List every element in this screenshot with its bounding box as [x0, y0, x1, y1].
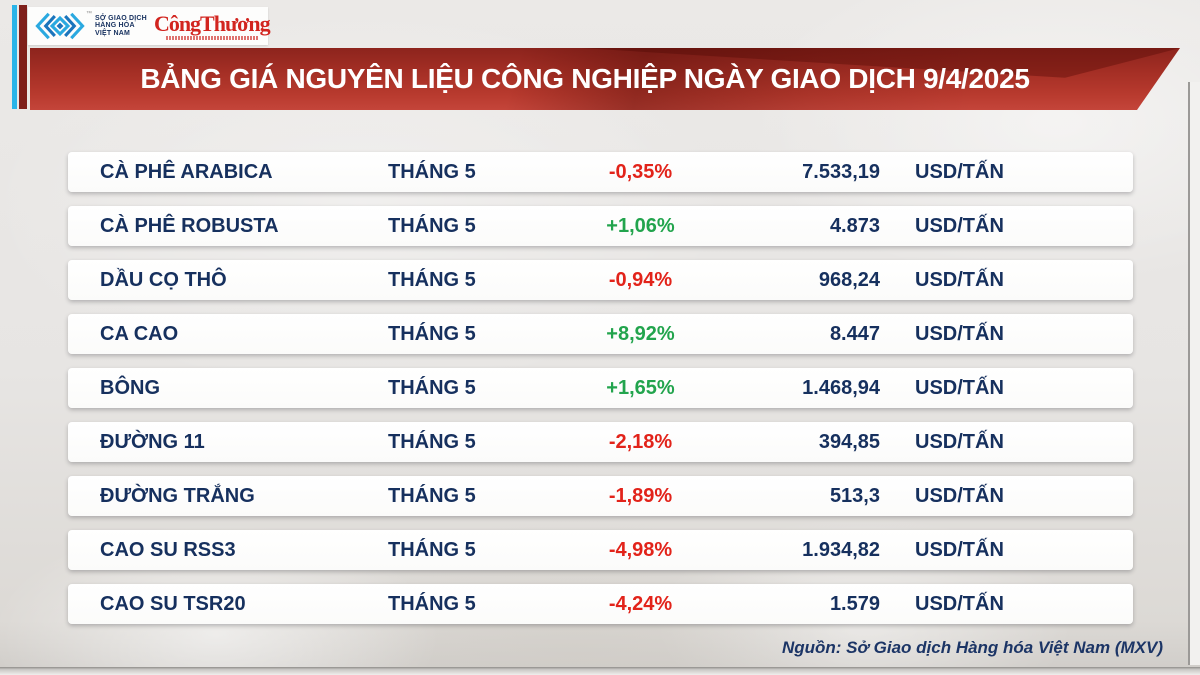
percent-change: -4,98% [608, 538, 673, 561]
commodity-name: CAO SU TSR20 [100, 592, 246, 615]
table-row: CAO SU RSS3 THÁNG 5 -4,98% 1.934,82 USD/… [68, 530, 1133, 570]
percent-change: +8,92% [606, 322, 675, 345]
accent-bar-cyan [12, 5, 17, 109]
commodity-name: CÀ PHÊ ROBUSTA [100, 214, 279, 237]
price-value: 394,85 [818, 430, 880, 453]
page-title: BẢNG GIÁ NGUYÊN LIỆU CÔNG NGHIỆP NGÀY GI… [140, 63, 1030, 94]
percent-change: -1,89% [608, 484, 673, 507]
mxv-logo-icon [35, 12, 85, 40]
price-value: 1.579 [829, 592, 880, 615]
mxv-org-line: HÀNG HÓA [95, 22, 135, 30]
contract-month: THÁNG 5 [388, 322, 476, 345]
congthuong-logo: CôngThương [153, 10, 271, 40]
percent-change: -2,18% [608, 430, 673, 453]
price-unit: USD/TẤN [915, 592, 1004, 615]
price-value: 513,3 [829, 484, 880, 507]
table-row: BÔNG THÁNG 5 +1,65% 1.468,94 USD/TẤN [68, 368, 1133, 408]
price-table: CÀ PHÊ ARABICA THÁNG 5 -0,35% 7.533,19 U… [68, 152, 1133, 624]
price-unit: USD/TẤN [915, 376, 1004, 399]
price-unit: USD/TẤN [915, 484, 1004, 507]
table-row: ĐƯỜNG 11 THÁNG 5 -2,18% 394,85 USD/TẤN [68, 422, 1133, 462]
contract-month: THÁNG 5 [388, 160, 476, 183]
contract-month: THÁNG 5 [388, 484, 476, 507]
mxv-org-name: SỞ GIAO DỊCH HÀNG HÓA VIỆT NAM [95, 15, 147, 37]
commodity-name: ĐƯỜNG TRẮNG [100, 484, 255, 507]
title-banner: BẢNG GIÁ NGUYÊN LIỆU CÔNG NGHIỆP NGÀY GI… [30, 48, 1180, 110]
mxv-org-line: VIỆT NAM [95, 29, 131, 37]
table-row: CAO SU TSR20 THÁNG 5 -4,24% 1.579 USD/TẤ… [68, 584, 1133, 624]
percent-change: -0,35% [608, 160, 673, 183]
contract-month: THÁNG 5 [388, 430, 476, 453]
price-value: 8.447 [829, 322, 880, 345]
mxv-org-line: SỞ GIAO DỊCH [95, 14, 147, 22]
background-edge-strip [1190, 82, 1200, 665]
congthuong-tagline-strip [165, 35, 258, 40]
commodity-name: BÔNG [100, 376, 160, 399]
commodity-name: CÀ PHÊ ARABICA [100, 160, 273, 183]
table-row: DẦU CỌ THÔ THÁNG 5 -0,94% 968,24 USD/TẤN [68, 260, 1133, 300]
background-edge-line [1188, 82, 1190, 665]
table-row: ĐƯỜNG TRẮNG THÁNG 5 -1,89% 513,3 USD/TẤN [68, 476, 1133, 516]
price-unit: USD/TẤN [915, 268, 1004, 291]
percent-change: -4,24% [608, 592, 673, 615]
table-row: CA CAO THÁNG 5 +8,92% 8.447 USD/TẤN [68, 314, 1133, 354]
accent-bar-maroon [19, 5, 27, 109]
price-value: 968,24 [818, 268, 880, 291]
contract-month: THÁNG 5 [388, 376, 476, 399]
price-unit: USD/TẤN [915, 214, 1004, 237]
commodity-name: DẦU CỌ THÔ [100, 268, 227, 291]
background-bottom-edge [0, 667, 1200, 675]
percent-change: +1,06% [606, 214, 675, 237]
contract-month: THÁNG 5 [388, 538, 476, 561]
price-value: 1.468,94 [802, 376, 880, 399]
table-row: CÀ PHÊ ARABICA THÁNG 5 -0,35% 7.533,19 U… [68, 152, 1133, 192]
commodity-name: CA CAO [100, 322, 179, 345]
price-value: 4.873 [829, 214, 880, 237]
price-value: 7.533,19 [802, 160, 880, 183]
commodity-name: CAO SU RSS3 [100, 538, 236, 561]
percent-change: -0,94% [608, 268, 673, 291]
logo-box: ™ SỞ GIAO DỊCH HÀNG HÓA VIỆT NAM CôngThư… [28, 7, 271, 45]
congthuong-wordmark: CôngThương [153, 10, 271, 36]
price-unit: USD/TẤN [915, 322, 1004, 345]
source-note: Nguồn: Sở Giao dịch Hàng hóa Việt Nam (M… [781, 638, 1163, 657]
price-unit: USD/TẤN [915, 430, 1004, 453]
trademark-symbol: ™ [86, 11, 92, 17]
commodity-name: ĐƯỜNG 11 [100, 430, 205, 453]
percent-change: +1,65% [606, 376, 675, 399]
price-unit: USD/TẤN [915, 160, 1004, 183]
contract-month: THÁNG 5 [388, 268, 476, 291]
table-row: CÀ PHÊ ROBUSTA THÁNG 5 +1,06% 4.873 USD/… [68, 206, 1133, 246]
contract-month: THÁNG 5 [388, 214, 476, 237]
price-unit: USD/TẤN [915, 538, 1004, 561]
price-value: 1.934,82 [802, 538, 880, 561]
contract-month: THÁNG 5 [388, 592, 476, 615]
